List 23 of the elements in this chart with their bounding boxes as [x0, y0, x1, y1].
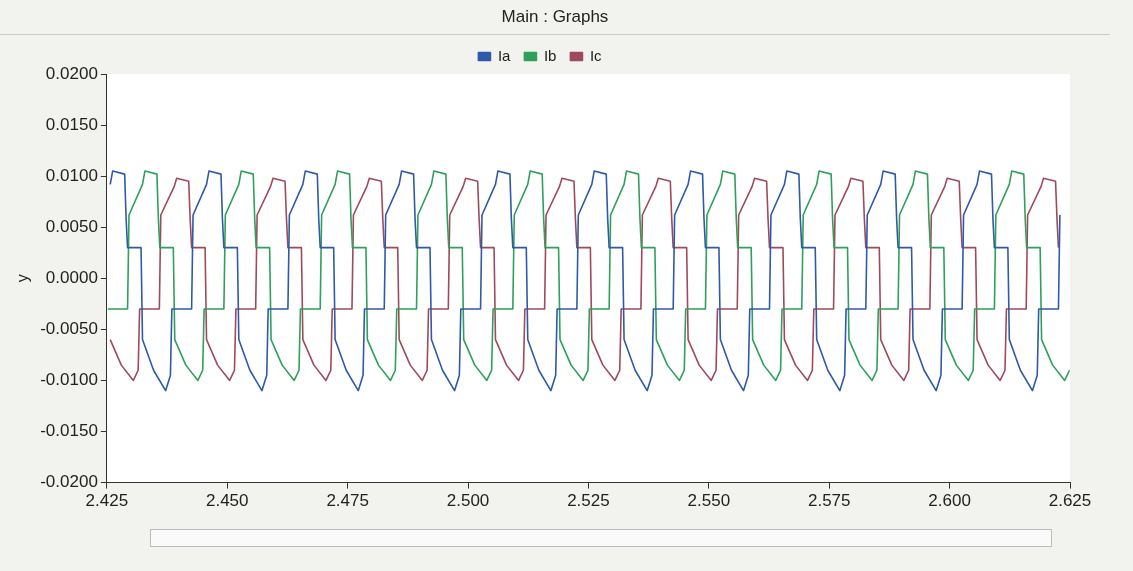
legend-label: Ic	[589, 46, 603, 64]
x-tick-label: 2.550	[687, 491, 731, 511]
y-tick-label: -0.0200	[40, 472, 98, 492]
y-tick-label: 0.0100	[45, 165, 98, 185]
y-tick-label: -0.0050	[40, 319, 98, 339]
x-tick-label: 2.450	[205, 491, 249, 511]
y-tick-label: 0.0000	[45, 267, 98, 287]
y-axis-title: y	[14, 274, 32, 283]
y-tick-label: 0.0150	[45, 114, 98, 134]
x-tick-label: 2.600	[928, 491, 971, 511]
y-tick-label: -0.0100	[40, 370, 98, 390]
x-tick-label: 2.425	[85, 491, 129, 511]
x-tick-label: 2.475	[326, 491, 369, 511]
y-tick-label: -0.0150	[40, 421, 98, 441]
chart-title: Main : Graphs	[0, 0, 1110, 35]
legend-label: Ib	[543, 46, 557, 64]
x-tick-label: 2.625	[1048, 491, 1092, 511]
x-tick-label: 2.575	[807, 491, 851, 511]
legend-label: Ia	[497, 46, 512, 64]
y-tick-label: 0.0050	[45, 216, 98, 236]
y-tick-label: 0.0200	[45, 63, 98, 83]
x-tick-label: 2.525	[567, 491, 610, 511]
x-tick-label: 2.500	[446, 491, 490, 511]
